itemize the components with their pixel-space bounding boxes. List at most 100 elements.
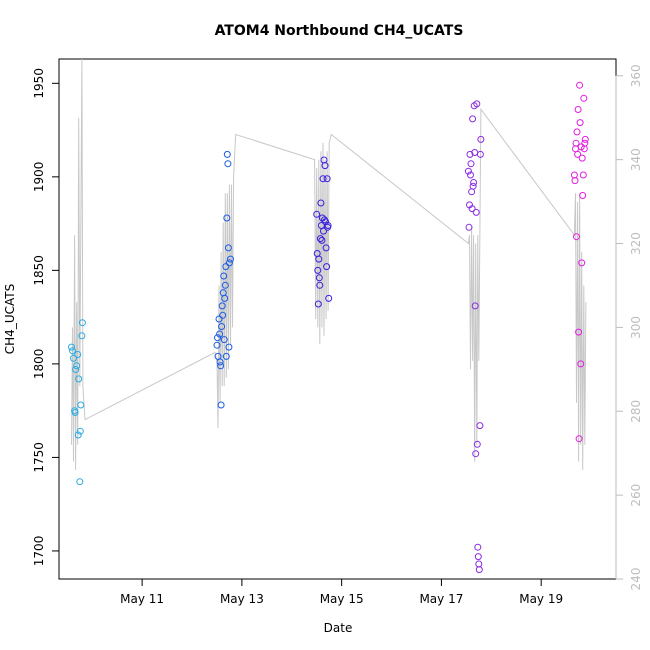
data-point	[221, 294, 229, 302]
series-3	[313, 156, 333, 308]
data-point	[213, 341, 221, 349]
x-axis: May 11 May 13 May 15 May 17 May 19	[120, 578, 563, 606]
data-point	[475, 560, 483, 568]
data-point	[570, 171, 578, 179]
data-point	[70, 354, 77, 362]
data-point	[220, 272, 228, 280]
data-point	[581, 135, 589, 143]
y2-tick-label: 260	[629, 484, 643, 507]
data-point	[320, 227, 327, 235]
data-point	[325, 294, 333, 302]
data-point	[469, 182, 477, 190]
data-point	[574, 106, 582, 113]
data-point	[314, 266, 322, 274]
data-point	[473, 100, 481, 108]
data-point	[466, 150, 474, 158]
trace-layer	[71, 58, 587, 471]
data-point	[579, 171, 587, 179]
data-point	[225, 259, 233, 267]
data-point	[472, 450, 480, 458]
x-tick-label: May 11	[120, 592, 164, 606]
data-point	[218, 323, 226, 330]
data-point	[75, 375, 83, 383]
data-point	[577, 360, 585, 368]
y-tick-label: 1700	[32, 536, 46, 567]
data-point	[322, 244, 330, 252]
y2-tick-label: 280	[629, 400, 643, 423]
data-point	[216, 358, 224, 366]
data-point	[224, 244, 232, 252]
data-point	[476, 422, 484, 430]
data-point	[323, 263, 331, 271]
y-tick-label: 1850	[32, 255, 46, 286]
data-point	[574, 150, 582, 158]
data-point	[576, 81, 584, 89]
points-layer	[68, 81, 589, 574]
x-tick-label: May 15	[320, 592, 364, 606]
data-point	[214, 334, 221, 342]
data-point	[316, 281, 324, 289]
y-tick-label: 1950	[32, 68, 46, 99]
data-point	[224, 160, 232, 168]
data-point	[580, 94, 588, 102]
data-point	[467, 171, 474, 179]
plot-frame	[58, 58, 617, 580]
data-point	[222, 352, 230, 360]
data-point	[470, 179, 478, 186]
data-point	[72, 366, 80, 373]
data-point	[467, 160, 475, 168]
x-tick-label: May 13	[220, 592, 264, 606]
data-point	[216, 330, 224, 338]
data-point	[218, 302, 226, 310]
data-point	[575, 328, 583, 336]
data-point	[474, 543, 482, 551]
data-point	[576, 119, 584, 127]
y2-tick-label: 240	[629, 568, 643, 591]
data-point	[76, 478, 84, 486]
y-axis-label: CH4_UCATS	[3, 284, 17, 354]
data-point	[74, 431, 82, 439]
data-point	[215, 315, 223, 323]
data-point	[472, 208, 480, 216]
data-point	[573, 233, 580, 241]
data-point	[223, 214, 231, 222]
data-point	[324, 222, 332, 229]
y-tick-label: 1800	[32, 349, 46, 380]
y-tick-label: 1900	[32, 162, 46, 193]
data-point	[464, 167, 472, 175]
data-point	[323, 175, 331, 183]
data-point	[573, 128, 581, 136]
data-point	[473, 440, 481, 448]
data-point	[78, 319, 86, 327]
data-point	[474, 553, 482, 561]
y-tick-label: 1750	[32, 442, 46, 473]
data-point	[575, 435, 583, 443]
y-axis: 1700 1750 1800 1850 1900 1950	[32, 68, 60, 567]
series-2	[213, 150, 234, 409]
data-point	[315, 274, 323, 282]
data-point	[578, 259, 586, 267]
data-point	[468, 205, 476, 213]
data-point	[315, 255, 323, 263]
data-point	[223, 150, 231, 158]
data-point	[69, 347, 76, 355]
y2-tick-label: 320	[629, 232, 643, 255]
data-point	[221, 281, 229, 289]
data-point	[317, 199, 325, 207]
data-point	[217, 362, 225, 370]
data-point	[571, 177, 579, 185]
data-point	[225, 343, 233, 351]
x-tick-label: May 19	[519, 592, 563, 606]
data-point	[581, 139, 589, 147]
y2-tick-label: 340	[629, 148, 643, 171]
y2-tick-label: 300	[629, 316, 643, 339]
data-point	[76, 427, 84, 435]
data-point	[475, 566, 483, 574]
data-point	[465, 223, 473, 231]
data-point	[572, 139, 580, 147]
data-point	[217, 401, 225, 409]
data-point	[73, 362, 81, 370]
data-point	[77, 401, 85, 409]
trace-line	[71, 58, 587, 471]
